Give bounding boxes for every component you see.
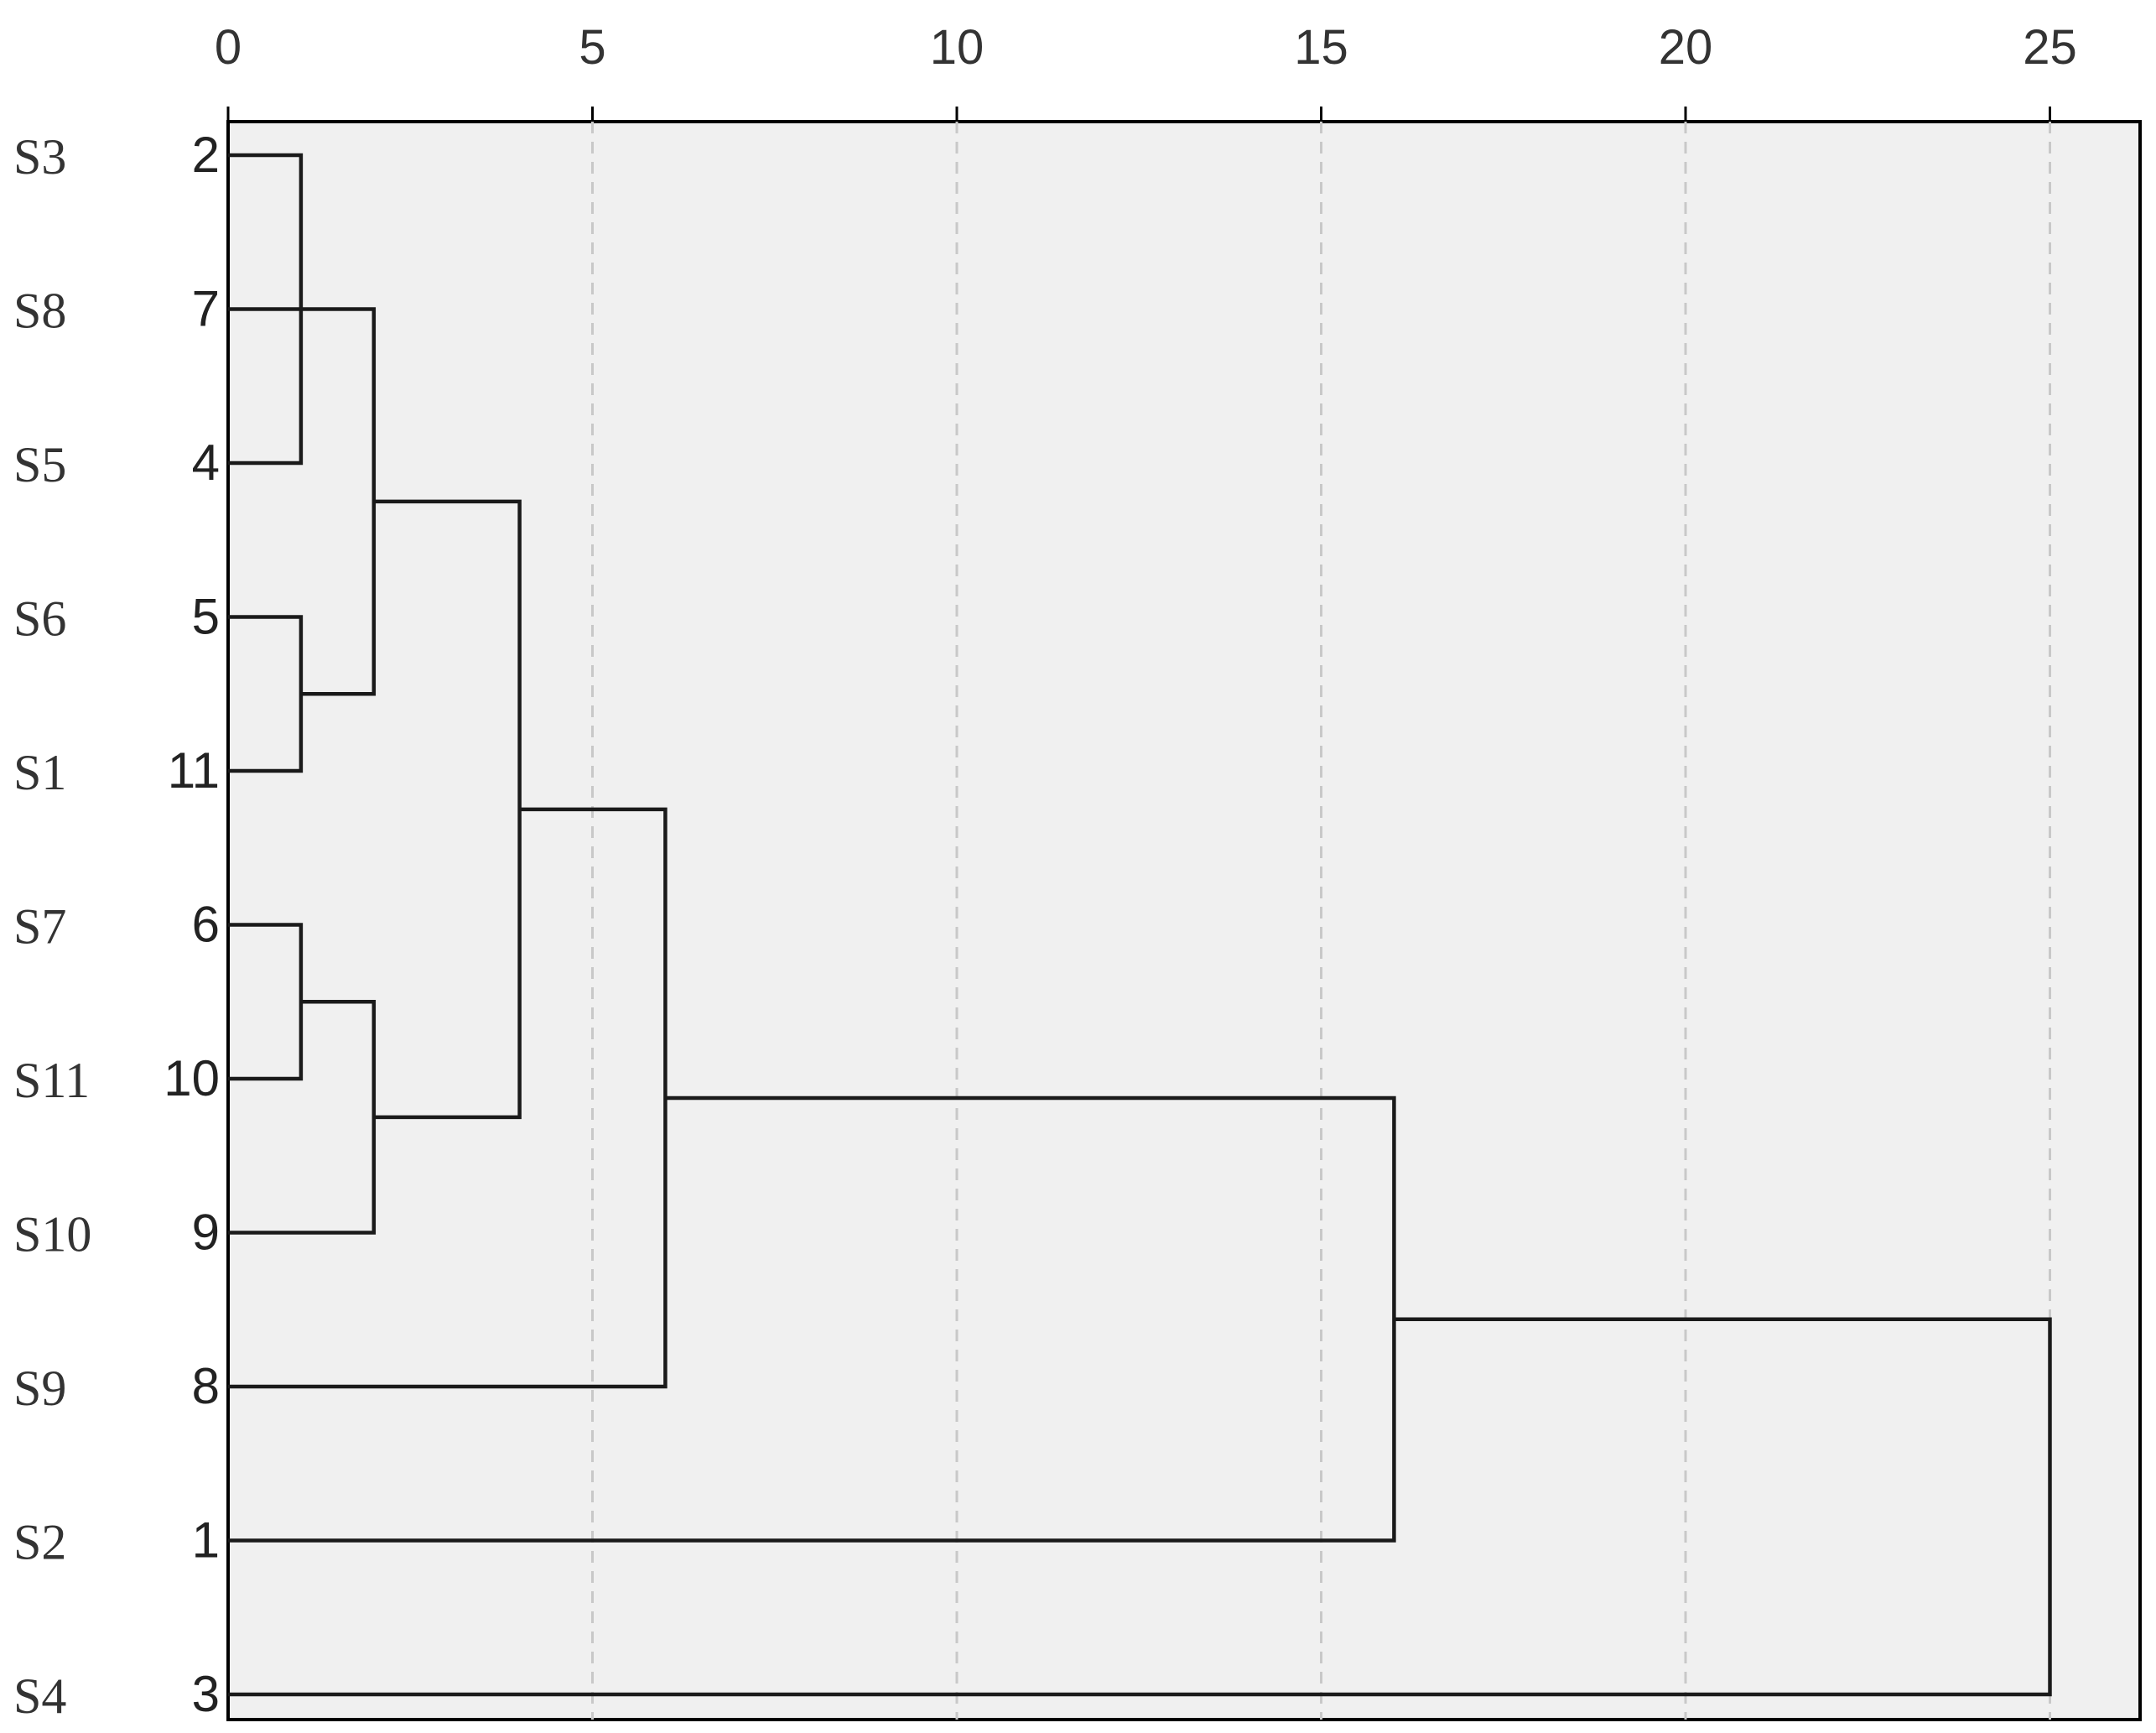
- tick-label-20: 20: [1659, 20, 1713, 75]
- case-number-7: 7: [192, 281, 220, 337]
- tick-label-15: 15: [1294, 20, 1348, 75]
- leaf-label-s11: S11: [13, 1053, 90, 1108]
- case-number-5: 5: [192, 589, 220, 645]
- case-number-6: 6: [192, 897, 220, 953]
- leaf-label-s6: S6: [13, 591, 66, 647]
- leaf-label-s3: S3: [13, 129, 66, 185]
- leaf-label-s8: S8: [13, 284, 66, 339]
- case-number-2: 2: [192, 127, 220, 183]
- case-number-8: 8: [192, 1358, 220, 1414]
- dendrogram-link-m9: [228, 1317, 2052, 1697]
- case-number-11: 11: [168, 742, 220, 799]
- leaf-label-s5: S5: [13, 437, 66, 492]
- tick-label-0: 0: [215, 20, 242, 75]
- tick-label-5: 5: [579, 20, 605, 75]
- leaf-label-s1: S1: [13, 745, 66, 800]
- leaf-label-s10: S10: [13, 1207, 91, 1262]
- leaf-label-s7: S7: [13, 899, 66, 955]
- leaf-label-s2: S2: [13, 1515, 66, 1570]
- case-number-3: 3: [192, 1666, 220, 1722]
- case-numbers: 2 7 4 5 11 6 10 9 8 1 3: [164, 127, 220, 1722]
- tick-label-10: 10: [930, 20, 984, 75]
- tick-label-25: 25: [2023, 20, 2077, 75]
- case-number-4: 4: [192, 435, 220, 491]
- x-axis-ticks: 0 5 10 15 20 25: [215, 20, 2077, 122]
- case-number-9: 9: [192, 1205, 220, 1261]
- plot-area: [226, 120, 2142, 1721]
- case-number-10: 10: [164, 1050, 220, 1106]
- dendrogram-links: [228, 153, 2052, 1697]
- leaf-label-s4: S4: [13, 1668, 66, 1724]
- leaf-labels: S3 S8 S5 S6 S1 S7 S11 S10 S9 S2 S4: [13, 129, 91, 1724]
- leaf-label-s9: S9: [13, 1361, 66, 1416]
- case-number-1: 1: [192, 1512, 220, 1569]
